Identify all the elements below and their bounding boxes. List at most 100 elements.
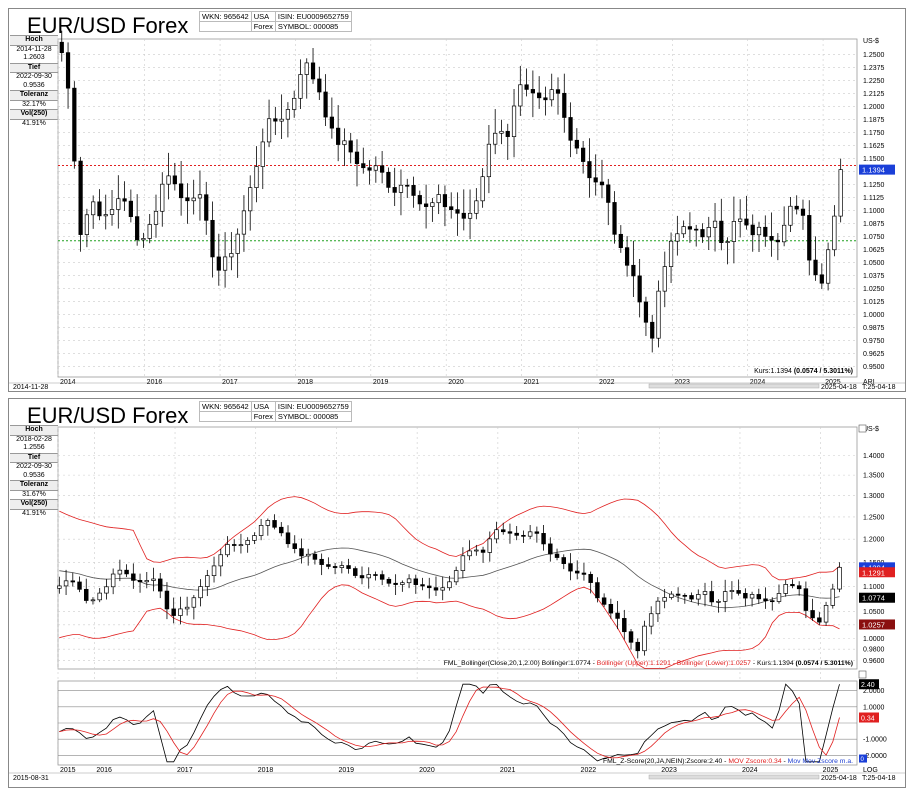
stat-value: 2014-11-28 (16, 45, 52, 53)
candle (361, 163, 366, 169)
candle (800, 208, 806, 216)
x-tick-label: 2024 (750, 379, 766, 386)
y-tick-label: 1.1000 (863, 208, 885, 215)
candle (354, 151, 360, 164)
stat-value: 31.67% (22, 490, 46, 498)
candle (298, 74, 303, 99)
bollinger-lower-badge-value: 1.0257 (862, 620, 885, 629)
candle (543, 97, 548, 101)
candle (499, 130, 504, 134)
currency-label: US-$ (863, 38, 879, 45)
candle (788, 205, 793, 226)
legend-part: (0.0574 / 5.3011%) (796, 660, 853, 667)
candle (494, 529, 499, 540)
candle (109, 209, 115, 215)
candle (117, 569, 123, 575)
candle (635, 641, 640, 652)
candle (147, 224, 152, 239)
candle (367, 167, 372, 171)
zscore-tick-label: 2.0000 (863, 688, 885, 695)
bollinger-lower-badge (859, 619, 895, 630)
candle (669, 593, 674, 598)
candle (823, 605, 829, 623)
stat-label: Vol(250) (10, 109, 58, 120)
candle (172, 175, 177, 185)
candle (304, 62, 309, 75)
candle (326, 564, 331, 567)
candle (59, 41, 64, 53)
candle (830, 588, 836, 606)
candle (103, 214, 108, 217)
candle (78, 160, 83, 235)
candle (581, 147, 586, 162)
candle (97, 592, 102, 601)
y-tick-label: 1.0625 (863, 247, 885, 254)
candle (406, 578, 412, 584)
bollinger-legend: FML_Bollinger(Close,20,1,2.00) Bollinger… (444, 660, 853, 667)
candle (339, 565, 345, 568)
x-tick-label: 2025 (825, 379, 841, 386)
candle (837, 566, 842, 590)
zscore-badge-value: 2.40 (861, 682, 875, 689)
y-tick-label: 1.3000 (863, 493, 885, 500)
y-tick-label: 1.0375 (863, 273, 885, 280)
last-price-badge (859, 164, 895, 175)
x-tick-label: 2022 (599, 379, 615, 386)
stat-label: Tief (10, 452, 58, 463)
candle (615, 612, 620, 619)
footer-end-date: 2025-04-18 (821, 384, 857, 391)
candle (386, 578, 392, 584)
y-tick-label: 0.9500 (863, 364, 885, 371)
candle (191, 197, 196, 202)
y-tick-label: 0.9600 (863, 658, 885, 665)
candle (719, 220, 724, 243)
candle (819, 274, 824, 284)
stat-value: 0.9536 (23, 471, 45, 479)
stats-sidebar: Hoch 2018-02-28 1.2556 Tief 2022-09-30 0.9536… (10, 425, 58, 518)
candle (191, 597, 197, 608)
candle (373, 165, 378, 171)
y-tick-label: 1.3500 (863, 473, 885, 480)
candle (675, 593, 681, 596)
candle (413, 578, 419, 585)
y-tick-label: 1.2125 (863, 91, 885, 98)
candle (521, 534, 526, 537)
candle (229, 253, 234, 258)
candle (712, 220, 718, 228)
candle (184, 606, 190, 610)
candle (393, 582, 398, 585)
candle (285, 532, 291, 545)
y-tick-label: 1.0000 (863, 312, 885, 319)
candle (273, 118, 278, 122)
candle (783, 584, 788, 594)
mov-zscore-badge (859, 712, 879, 723)
candle (480, 176, 485, 202)
candle (449, 206, 454, 210)
candle (524, 84, 529, 90)
candle (272, 520, 277, 528)
stat-label: Toleranz (10, 480, 58, 491)
y-tick-label: 0.9875 (863, 325, 885, 332)
candle (260, 141, 265, 167)
chart-panel-price: EUR/USD Forex WKN: 965642 USA ISIN: EU0009… (8, 8, 906, 392)
bollinger-upper-badge (859, 567, 895, 578)
candle (480, 549, 486, 553)
y-tick-label: 1.1000 (863, 584, 885, 591)
candle (628, 631, 634, 643)
chart-title: EUR/USD Forex (27, 403, 189, 428)
candle (527, 531, 533, 537)
y-tick-label: 1.2000 (863, 537, 885, 544)
candle (775, 239, 780, 243)
x-tick-label: 2023 (674, 379, 690, 386)
stat-label: Hoch (10, 35, 58, 46)
candle (744, 218, 749, 226)
candle (353, 568, 358, 576)
candle (305, 553, 311, 557)
candle (574, 570, 580, 574)
y-tick-label: 1.0125 (863, 299, 885, 306)
candle (807, 215, 812, 261)
candle (581, 572, 587, 575)
candle (144, 580, 150, 583)
stats-sidebar: Hoch 2014-11-28 1.2603 Tief 2022-09-30 0.9536… (10, 35, 58, 128)
candle (813, 259, 818, 276)
